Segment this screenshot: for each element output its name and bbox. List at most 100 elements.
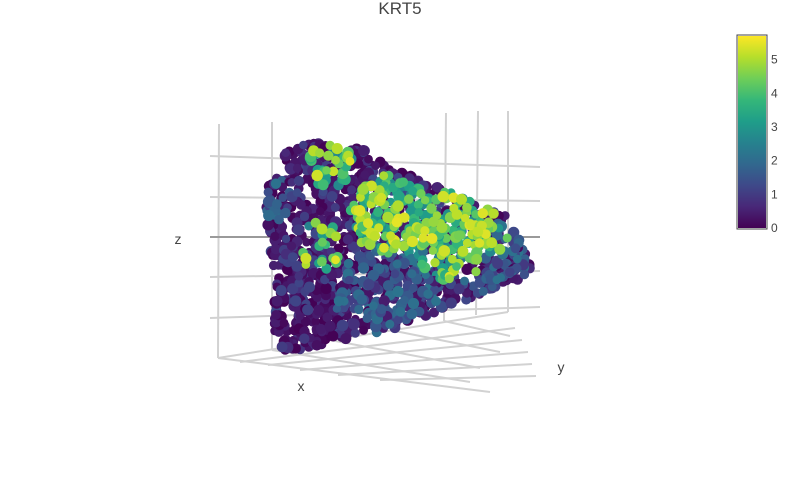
data-point xyxy=(413,200,423,210)
data-point xyxy=(451,209,463,220)
data-point xyxy=(367,269,379,282)
data-point xyxy=(292,163,302,173)
data-point xyxy=(398,177,408,187)
data-point xyxy=(326,191,338,202)
data-point xyxy=(369,301,378,311)
data-point xyxy=(385,319,395,329)
data-point xyxy=(287,241,297,251)
data-point xyxy=(430,258,440,268)
data-point xyxy=(461,263,473,275)
data-point xyxy=(330,203,340,212)
grid-line xyxy=(443,320,511,337)
data-point xyxy=(300,316,311,327)
data-point xyxy=(348,318,360,330)
data-point xyxy=(270,244,281,255)
data-point xyxy=(378,295,390,307)
data-point xyxy=(399,295,409,305)
colorbar-tick-label: 1 xyxy=(771,187,778,201)
chart-title: KRT5 xyxy=(378,0,421,18)
data-point xyxy=(278,193,288,202)
data-point xyxy=(429,307,439,318)
data-point xyxy=(281,148,291,157)
data-point xyxy=(472,226,484,238)
data-point xyxy=(262,219,274,231)
data-point xyxy=(420,196,430,205)
data-point xyxy=(277,341,288,353)
data-point xyxy=(376,304,387,315)
data-point xyxy=(406,235,418,248)
colorbar-tick-label: 2 xyxy=(771,154,778,168)
data-point xyxy=(491,230,503,241)
data-point xyxy=(359,325,368,335)
data-point xyxy=(414,208,424,217)
data-point xyxy=(462,238,472,248)
y-axis-label: y xyxy=(558,359,565,375)
data-point xyxy=(270,178,282,189)
data-point xyxy=(505,267,515,278)
data-point xyxy=(291,260,303,272)
data-point xyxy=(321,263,332,274)
data-point xyxy=(357,262,370,274)
points-group xyxy=(261,138,535,355)
data-point xyxy=(350,328,360,338)
data-point xyxy=(348,193,359,204)
data-point xyxy=(292,224,305,236)
data-point xyxy=(331,231,341,242)
data-point xyxy=(274,214,284,225)
data-point xyxy=(431,296,441,307)
data-point xyxy=(312,292,322,302)
data-point xyxy=(471,267,481,277)
data-point xyxy=(404,194,414,204)
data-point xyxy=(271,310,281,320)
data-point xyxy=(331,255,340,265)
data-point xyxy=(343,269,352,278)
data-point xyxy=(407,269,417,279)
data-point xyxy=(268,260,279,271)
data-point xyxy=(340,333,352,345)
data-point xyxy=(382,280,394,292)
data-point xyxy=(322,166,331,175)
data-point xyxy=(356,193,365,202)
data-point xyxy=(445,297,457,309)
data-point xyxy=(391,239,401,249)
data-point xyxy=(386,231,396,241)
data-point xyxy=(357,145,369,156)
data-point xyxy=(460,213,470,223)
data-point xyxy=(432,182,443,193)
data-point xyxy=(322,312,333,323)
data-point xyxy=(437,190,449,203)
data-point xyxy=(438,245,451,257)
data-point xyxy=(331,143,343,155)
data-point xyxy=(313,304,325,316)
data-point xyxy=(416,189,426,199)
data-point xyxy=(317,237,327,247)
data-point xyxy=(287,283,299,295)
data-point xyxy=(392,200,404,212)
data-point xyxy=(462,202,472,213)
data-point xyxy=(263,209,275,222)
data-point xyxy=(294,278,304,288)
data-point xyxy=(344,275,354,285)
grid-line xyxy=(271,349,471,383)
data-point xyxy=(426,203,437,214)
data-point xyxy=(494,243,506,255)
data-point xyxy=(447,254,457,264)
data-point xyxy=(477,208,488,219)
data-point xyxy=(393,315,403,325)
data-point xyxy=(317,179,329,191)
colorbar-ticks: 0 1 2 3 4 5 xyxy=(771,53,778,235)
data-point xyxy=(407,297,420,310)
colorbar-tick-label: 3 xyxy=(771,120,778,134)
data-point xyxy=(398,240,409,252)
data-point xyxy=(420,226,430,236)
data-point xyxy=(363,278,375,291)
grid-line xyxy=(299,351,529,371)
data-point xyxy=(311,317,321,327)
data-point xyxy=(371,161,380,170)
data-point xyxy=(366,180,377,192)
data-point xyxy=(452,262,461,271)
data-point xyxy=(409,283,418,293)
data-point xyxy=(398,257,410,269)
